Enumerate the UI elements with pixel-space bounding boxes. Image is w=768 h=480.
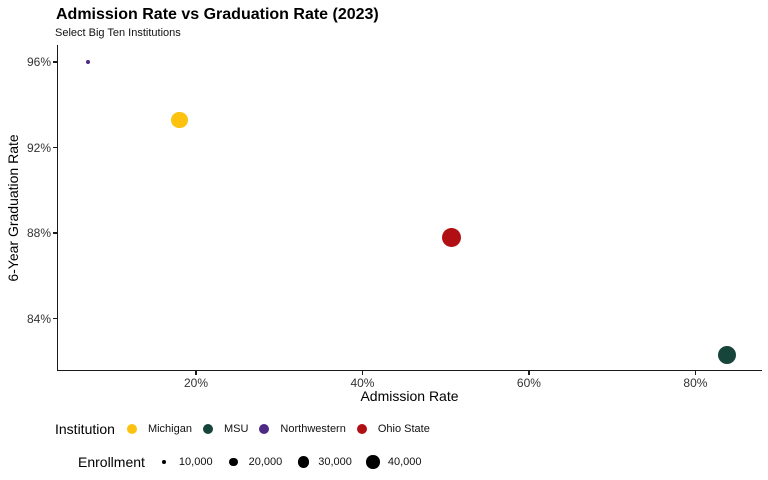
y-tick-label-96-: 96% <box>26 55 51 70</box>
legend-swatch-michigan <box>126 424 137 434</box>
legend-item-michigan: Michigan <box>126 423 192 435</box>
x-tick-40- <box>361 371 364 375</box>
size-legend-item-30-000: 30,000 <box>296 455 352 469</box>
legend-enrollment-items: 10,000 20,000 30,000 40,000 <box>157 455 436 469</box>
x-tick-label-20-: 20% <box>183 375 209 390</box>
legend-label-northwestern: Northwestern <box>280 423 346 435</box>
size-dot-slot-10-000 <box>157 455 171 469</box>
size-dot-40-000 <box>366 455 380 469</box>
size-legend-item-20-000: 20,000 <box>227 455 283 469</box>
size-legend-label-10-000: 10,000 <box>178 456 213 468</box>
y-tick-88- <box>52 232 57 234</box>
legend-institution: Institution Michigan MSU Northwestern Ohio … <box>55 418 441 440</box>
size-legend-item-10-000: 10,000 <box>157 455 213 469</box>
size-dot-10-000 <box>161 459 167 465</box>
y-tick-label-92-: 92% <box>26 140 51 155</box>
legend-enrollment-title: Enrollment <box>78 454 145 470</box>
x-axis-title: Admission Rate <box>360 388 459 404</box>
y-tick-label-84-: 84% <box>26 311 51 326</box>
legend-label-msu: MSU <box>223 423 249 435</box>
legend-swatch-msu <box>202 424 213 434</box>
x-tick-60- <box>528 371 530 375</box>
y-tick-92- <box>52 146 57 149</box>
legend-item-msu: MSU <box>202 423 249 435</box>
x-tick-20- <box>195 371 197 375</box>
x-tick-label-80-: 80% <box>683 375 708 390</box>
legend-enrollment: Enrollment 10,000 20,000 30,000 40,000 <box>78 451 436 473</box>
y-tick-96- <box>52 61 57 63</box>
chart-subtitle: Select Big Ten Institutions <box>55 27 181 39</box>
legend-item-ohio-state: Ohio State <box>356 423 430 435</box>
plot-panel <box>57 45 762 371</box>
data-point-michigan <box>171 111 188 129</box>
legend-swatch-northwestern <box>259 424 270 434</box>
size-dot-slot-40-000 <box>366 455 380 469</box>
legend-item-northwestern: Northwestern <box>259 423 346 435</box>
legend-institution-items: Michigan MSU Northwestern Ohio State <box>126 423 441 435</box>
legend-label-ohio-state: Ohio State <box>377 423 430 435</box>
x-tick-80- <box>694 371 697 375</box>
y-tick-84- <box>52 317 57 320</box>
size-legend-label-30-000: 30,000 <box>318 456 352 468</box>
x-tick-label-40-: 40% <box>350 375 375 390</box>
legend-swatch-ohio-state <box>356 424 367 434</box>
size-dot-20-000 <box>229 457 238 467</box>
data-point-ohio-state <box>442 227 462 247</box>
size-legend-label-40-000: 40,000 <box>387 456 422 468</box>
y-tick-label-88-: 88% <box>26 226 51 241</box>
legend-institution-title: Institution <box>55 421 115 437</box>
size-dot-slot-20-000 <box>227 455 241 469</box>
size-legend-item-40-000: 40,000 <box>366 455 422 469</box>
legend-label-michigan: Michigan <box>147 423 192 435</box>
data-point-msu <box>718 345 737 364</box>
y-axis-title: 6-Year Graduation Rate <box>5 134 21 282</box>
size-dot-30-000 <box>297 456 309 468</box>
data-point-northwestern <box>85 59 90 65</box>
chart-title: Admission Rate vs Graduation Rate (2023) <box>56 6 379 23</box>
size-dot-slot-30-000 <box>296 455 310 469</box>
x-tick-label-60-: 60% <box>516 375 541 390</box>
size-legend-label-20-000: 20,000 <box>248 456 283 468</box>
